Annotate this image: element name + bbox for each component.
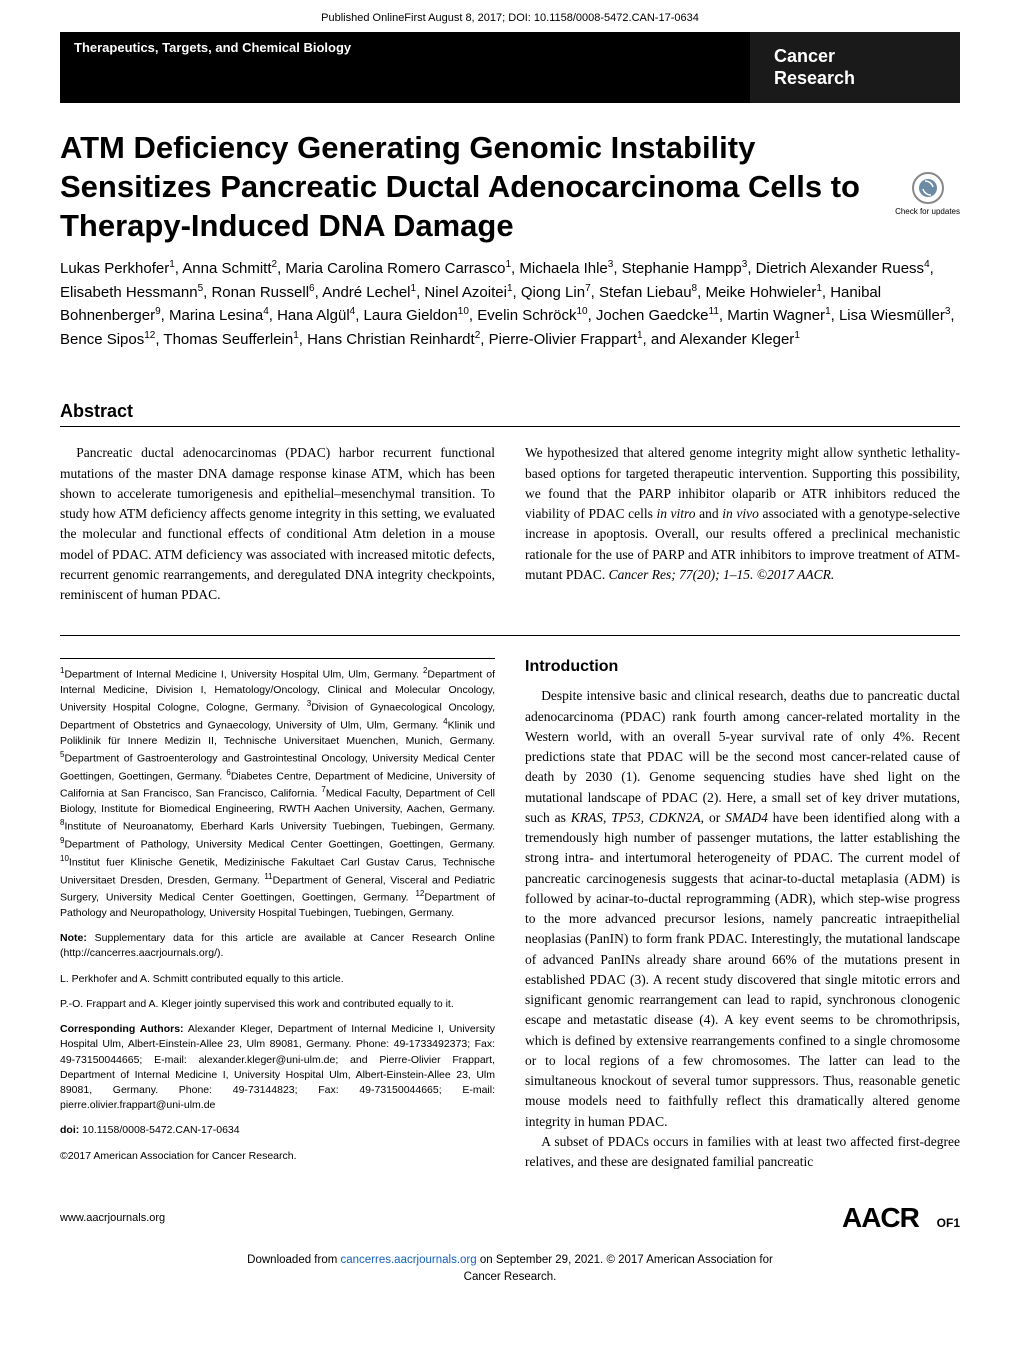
doi-line: doi: 10.1158/0008-5472.CAN-17-0634	[60, 1123, 495, 1138]
abstract-body: Pancreatic ductal adenocarcinomas (PDAC)…	[60, 443, 960, 605]
copyright-line: ©2017 American Association for Cancer Re…	[60, 1149, 495, 1164]
page-number: OF1	[937, 1216, 960, 1230]
footer-url: www.aacrjournals.org	[60, 1212, 165, 1224]
right-column: Introduction Despite intensive basic and…	[525, 658, 960, 1172]
equal-contrib-1: L. Perkhofer and A. Schmitt contributed …	[60, 972, 495, 987]
download-note: Downloaded from cancerres.aacrjournals.o…	[60, 1252, 960, 1284]
abstract-col-right: We hypothesized that altered genome inte…	[525, 443, 960, 605]
introduction-body: Despite intensive basic and clinical res…	[525, 686, 960, 1172]
check-updates-label: Check for updates	[895, 207, 960, 216]
abstract-rule	[60, 426, 960, 427]
corresponding-authors: Corresponding Authors: Alexander Kleger,…	[60, 1022, 495, 1113]
left-column: 1Department of Internal Medicine I, Univ…	[60, 658, 495, 1172]
supplementary-note: Note: Supplementary data for this articl…	[60, 931, 495, 961]
affiliations: 1Department of Internal Medicine I, Univ…	[60, 658, 495, 921]
author-list: Lukas Perkhofer1, Anna Schmitt2, Maria C…	[60, 257, 960, 351]
intro-p1: Despite intensive basic and clinical res…	[525, 686, 960, 1132]
download-pre: Downloaded from	[247, 1254, 340, 1266]
check-updates-icon	[911, 171, 945, 205]
intro-p2: A subset of PDACs occurs in families wit…	[525, 1132, 960, 1173]
download-link[interactable]: cancerres.aacrjournals.org	[341, 1254, 477, 1266]
page-footer: www.aacrjournals.org AACR OF1	[60, 1202, 960, 1234]
published-line: Published OnlineFirst August 8, 2017; DO…	[60, 0, 960, 32]
check-updates-badge[interactable]: Check for updates	[895, 171, 960, 216]
equal-contrib-2: P.-O. Frappart and A. Kleger jointly sup…	[60, 997, 495, 1012]
aacr-logo: AACR	[842, 1202, 919, 1233]
article-title: ATM Deficiency Generating Genomic Instab…	[60, 129, 875, 245]
journal-line2: Research	[774, 68, 936, 90]
abstract-col-left: Pancreatic ductal adenocarcinomas (PDAC)…	[60, 443, 495, 605]
journal-line1: Cancer	[774, 46, 936, 68]
body-rule	[60, 635, 960, 636]
header-bar: Therapeutics, Targets, and Chemical Biol…	[60, 32, 960, 103]
journal-name: Cancer Research	[750, 32, 960, 103]
download-mid: on September 29, 2021. © 2017 American A…	[477, 1254, 773, 1266]
introduction-heading: Introduction	[525, 658, 960, 676]
download-line2: Cancer Research.	[464, 1271, 557, 1283]
abstract-heading: Abstract	[60, 401, 960, 422]
section-label: Therapeutics, Targets, and Chemical Biol…	[60, 32, 750, 103]
